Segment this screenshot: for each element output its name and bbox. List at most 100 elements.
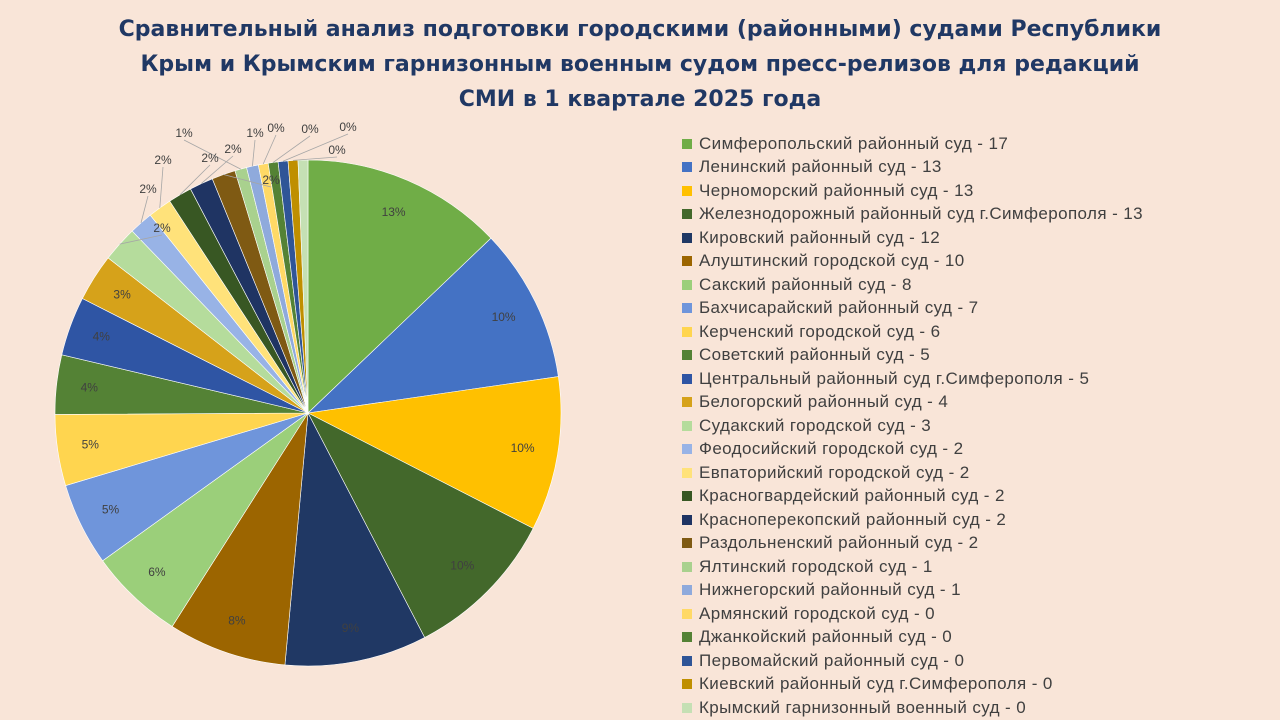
percent-label-14: 2% [139, 182, 157, 196]
legend-swatch-8 [682, 303, 692, 314]
title-line-3: СМИ в 1 квартале 2025 года [458, 87, 822, 112]
legend-item-20: Нижнегорский районный суд - 1 [682, 579, 1143, 603]
legend-item-22: Джанкойский районный суд - 0 [682, 626, 1143, 650]
legend-item-15: Евпаторийский городской суд - 2 [682, 461, 1143, 485]
percent-label-5: 9% [342, 621, 360, 635]
legend-item-18: Раздольненский районный суд - 2 [682, 532, 1143, 556]
percent-label-8: 5% [102, 502, 120, 516]
legend-label-24: Киевский районный суд г.Симферополя - 0 [699, 674, 1053, 694]
legend-label-2: Ленинский районный суд - 13 [699, 157, 942, 177]
legend-label-9: Керченский городской суд - 6 [699, 321, 941, 341]
legend-swatch-16 [682, 491, 692, 502]
leader-lines [119, 133, 349, 245]
legend-label-13: Судакский городской суд - 3 [699, 415, 932, 435]
pie-chart: 13% 10% 10% 10% 9% 8% 6% 5% 5% 4% 4% 3% 2% 2% 2% 2% 2% 2%… [54, 120, 562, 667]
title-line-1: Сравнительный анализ подготовки городски… [118, 17, 1162, 42]
legend-swatch-23 [682, 655, 692, 666]
legend-swatch-12 [682, 397, 692, 408]
legend-swatch-22 [682, 632, 692, 643]
percent-label-23: 0% [339, 120, 357, 134]
legend-swatch-6 [682, 256, 692, 267]
legend-item-13: Судакский городской суд - 3 [682, 414, 1143, 438]
chart-title: Сравнительный анализ подготовки городски… [0, 12, 1280, 117]
legend-swatch-2 [682, 162, 692, 173]
legend-label-14: Феодосийский городской суд - 2 [699, 439, 964, 459]
legend-swatch-4 [682, 209, 692, 220]
legend-item-10: Советский районный суд - 5 [682, 344, 1143, 368]
legend-label-19: Ялтинский городской суд - 1 [699, 556, 933, 576]
legend-swatch-11 [682, 373, 692, 384]
legend-swatch-24 [682, 679, 692, 690]
legend-label-7: Сакский районный суд - 8 [699, 274, 912, 294]
legend-label-23: Первомайский районный суд - 0 [699, 650, 965, 670]
legend-label-5: Кировский районный суд - 12 [699, 227, 941, 247]
legend-swatch-20 [682, 585, 692, 596]
legend-swatch-3 [682, 185, 692, 196]
legend-item-4: Железнодорожный районный суд г.Симферопо… [682, 203, 1143, 227]
leader-line-18 [223, 174, 272, 188]
legend-label-8: Бахчисарайский районный суд - 7 [699, 298, 979, 318]
percent-label-12: 3% [113, 287, 131, 301]
percent-label-22: 0% [301, 122, 319, 136]
legend: Симферопольский районный суд - 17 Ленинск… [682, 132, 1143, 720]
legend-label-3: Черноморский районный суд - 13 [699, 180, 974, 200]
percent-label-6: 8% [228, 613, 246, 627]
legend-label-21: Армянский городской суд - 0 [699, 603, 935, 623]
percent-label-7: 6% [148, 565, 166, 579]
legend-swatch-13 [682, 420, 692, 431]
legend-label-20: Нижнегорский районный суд - 1 [699, 580, 961, 600]
legend-item-1: Симферопольский районный суд - 17 [682, 132, 1143, 156]
legend-label-17: Красноперекопский районный суд - 2 [699, 509, 1007, 529]
legend-item-25: Крымский гарнизонный военный суд - 0 [682, 696, 1143, 720]
legend-item-23: Первомайский районный суд - 0 [682, 649, 1143, 673]
pie-slice-1 [307, 159, 492, 414]
pie-slice-6 [171, 412, 309, 666]
legend-swatch-14 [682, 444, 692, 455]
legend-item-14: Феодосийский городской суд - 2 [682, 438, 1143, 462]
legend-swatch-5 [682, 232, 692, 243]
percent-label-1: 13% [382, 205, 406, 219]
leader-line-22 [272, 135, 311, 163]
legend-swatch-1 [682, 138, 692, 149]
percent-label-18: 2% [262, 173, 280, 187]
percent-label-13: 2% [153, 221, 171, 235]
legend-swatch-7 [682, 279, 692, 290]
percent-label-2: 10% [492, 310, 516, 324]
legend-item-6: Алуштинский городской суд - 10 [682, 250, 1143, 274]
leader-line-23 [282, 133, 349, 162]
percent-label-3: 10% [511, 441, 535, 455]
leader-line-21 [262, 134, 277, 165]
leader-line-13 [119, 234, 163, 245]
percent-label-4: 10% [450, 559, 474, 573]
legend-label-4: Железнодорожный районный суд г.Симферопо… [699, 204, 1143, 224]
legend-label-22: Джанкойский районный суд - 0 [699, 627, 953, 647]
legend-label-6: Алуштинский городской суд - 10 [699, 251, 965, 271]
legend-label-11: Центральный районный суд г.Симферополя -… [699, 368, 1090, 388]
legend-swatch-10 [682, 350, 692, 361]
legend-item-24: Киевский районный суд г.Симферополя - 0 [682, 673, 1143, 697]
leader-line-24 [292, 156, 338, 161]
legend-swatch-25 [682, 702, 692, 713]
percent-label-17: 2% [224, 142, 242, 156]
percent-label-16: 2% [201, 151, 219, 165]
legend-label-12: Белогорский районный суд - 4 [699, 392, 949, 412]
leader-line-19 [183, 139, 241, 170]
leader-line-15 [159, 166, 164, 208]
percent-labels: 13% 10% 10% 10% 9% 8% 6% 5% 5% 4% 4% 3% 2% 2% 2% 2% 2% 2%… [81, 120, 535, 635]
legend-item-16: Красногвардейский районный суд - 2 [682, 485, 1143, 509]
leader-line-17 [201, 155, 234, 184]
legend-label-10: Советский районный суд - 5 [699, 345, 931, 365]
legend-swatch-21 [682, 608, 692, 619]
legend-item-21: Армянский городской суд - 0 [682, 602, 1143, 626]
legend-swatch-18 [682, 538, 692, 549]
legend-label-15: Евпаторийский городской суд - 2 [699, 462, 970, 482]
leader-line-14 [140, 195, 149, 224]
percent-label-19: 1% [175, 126, 193, 140]
pie-slices [54, 159, 562, 667]
legend-item-7: Сакский районный суд - 8 [682, 273, 1143, 297]
legend-swatch-17 [682, 514, 692, 525]
legend-item-8: Бахчисарайский районный суд - 7 [682, 297, 1143, 321]
legend-item-11: Центральный районный суд г.Симферополя -… [682, 367, 1143, 391]
percent-label-20: 1% [246, 126, 264, 140]
legend-label-18: Раздольненский районный суд - 2 [699, 533, 979, 553]
